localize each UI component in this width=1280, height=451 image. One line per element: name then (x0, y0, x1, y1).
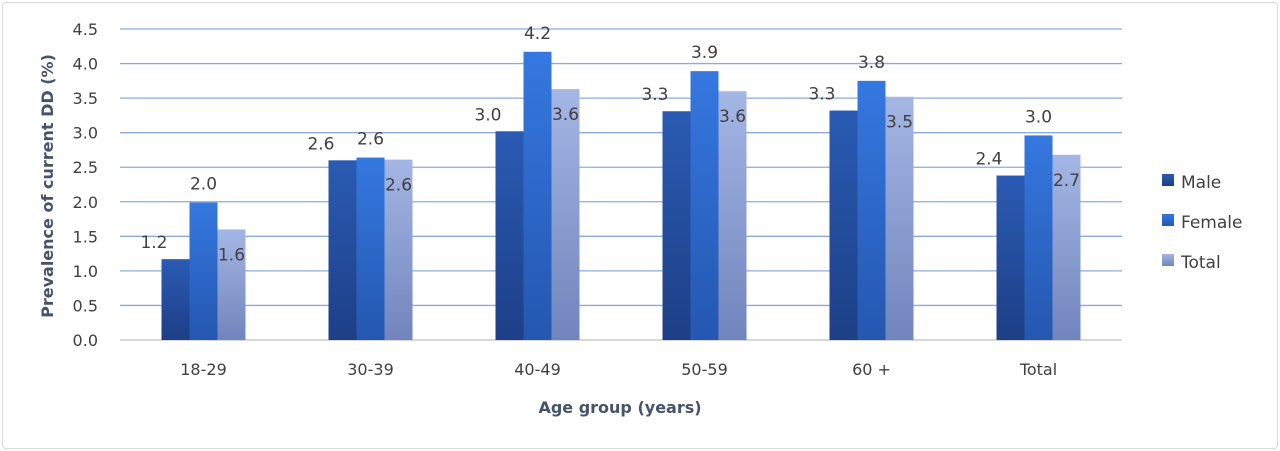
x-axis-ticks: 18-29 30-39 40-49 50-59 60 + Total (180, 360, 1057, 379)
y-axis-ticks: 0.0 0.5 1.0 1.5 2.0 2.5 3.0 3.5 4.0 4.5 (73, 20, 98, 350)
x-tick-label: 40-49 (514, 360, 561, 379)
bar-total (718, 91, 747, 340)
bar-female (523, 51, 552, 340)
bar-male (495, 131, 524, 340)
x-tick-label: 50-59 (681, 360, 728, 379)
x-tick-label: Total (1019, 360, 1057, 379)
data-label: 2.6 (307, 134, 334, 154)
data-label: 3.3 (808, 85, 835, 105)
y-tick-label: 4.5 (73, 20, 98, 39)
bar-total (885, 96, 914, 341)
data-label: 3.8 (858, 53, 885, 73)
data-label: 3.5 (886, 113, 913, 133)
data-label: 3.9 (691, 43, 718, 63)
data-label: 2.4 (975, 150, 1002, 170)
y-tick-label: 0.0 (73, 331, 98, 350)
data-label: 1.6 (218, 245, 245, 265)
bar-male (328, 160, 357, 340)
x-tick-label: 60 + (852, 360, 891, 379)
y-tick-label: 3.0 (73, 124, 98, 143)
bar-male (161, 259, 190, 340)
data-label: 2.0 (190, 174, 217, 194)
x-axis-title: Age group (years) (538, 398, 701, 417)
bar-male (662, 111, 691, 341)
y-tick-label: 0.5 (73, 296, 98, 315)
data-label: 2.7 (1053, 171, 1080, 191)
legend-label: Female (1181, 213, 1242, 233)
y-tick-label: 2.5 (73, 158, 98, 177)
bar-female (690, 71, 719, 340)
data-label: 3.6 (719, 107, 746, 127)
bar-total (217, 229, 246, 340)
data-label: 4.2 (524, 24, 551, 44)
y-axis-title: Prevalence of current DD (%) (38, 54, 57, 318)
y-tick-label: 4.0 (73, 55, 98, 74)
legend-swatch-male (1162, 174, 1174, 186)
legend-swatch-female (1162, 214, 1174, 226)
y-tick-label: 3.5 (73, 89, 98, 108)
y-tick-label: 1.0 (73, 262, 98, 281)
bar-total (384, 159, 413, 340)
data-label: 3.3 (641, 85, 668, 105)
x-tick-label: 18-29 (180, 360, 227, 379)
bar-total (551, 89, 580, 340)
bar-female (1024, 135, 1053, 340)
y-tick-label: 1.5 (73, 227, 98, 246)
gridlines (120, 28, 1122, 341)
data-label: 3.0 (474, 105, 501, 125)
y-tick-label: 2.0 (73, 193, 98, 212)
bar-total (1052, 154, 1081, 340)
bar-male (829, 110, 858, 340)
data-label: 1.2 (140, 233, 167, 253)
bar-female (356, 157, 385, 340)
legend-label: Total (1180, 253, 1221, 273)
data-label: 2.6 (357, 130, 384, 150)
legend: Male Female Total (1162, 173, 1242, 273)
data-label: 3.0 (1025, 107, 1052, 127)
bar-female (857, 80, 886, 340)
legend-swatch-total (1162, 254, 1174, 266)
bar-male (996, 175, 1025, 340)
data-label: 3.6 (552, 105, 579, 125)
data-labels: 1.2 2.0 1.6 2.6 2.6 2.6 3.0 4.2 3.6 3.3 3.9 3.6 3.3 3… (140, 24, 1080, 266)
x-tick-label: 30-39 (347, 360, 394, 379)
legend-label: Male (1181, 173, 1221, 193)
bars (161, 51, 1081, 341)
bar-female (189, 202, 218, 340)
data-label: 2.6 (385, 176, 412, 196)
